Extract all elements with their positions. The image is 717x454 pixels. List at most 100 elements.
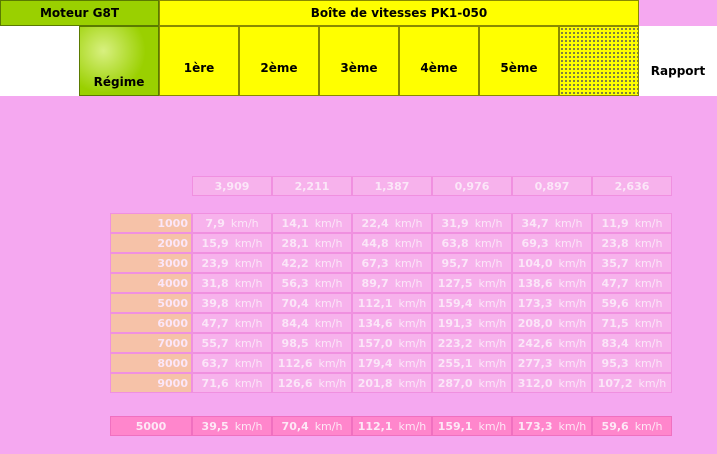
- speed-value: 28,1: [281, 236, 309, 250]
- speed-cell: 95,7 km/h: [432, 253, 512, 273]
- speed-cell: 126,6 km/h: [272, 373, 352, 393]
- speed-unit: km/h: [314, 236, 343, 250]
- speed-value: 112,1: [357, 296, 393, 310]
- speed-cell: 255,1 km/h: [432, 353, 512, 373]
- speed-unit: km/h: [234, 316, 263, 330]
- speed-cell: 159,4 km/h: [432, 293, 512, 313]
- speed-value: 126,6: [277, 376, 313, 390]
- rpm-label: 3000: [110, 253, 192, 273]
- speed-unit: km/h: [314, 216, 343, 230]
- speed-unit: km/h: [558, 376, 587, 390]
- speed-value: 55,7: [201, 336, 229, 350]
- speed-cell: 127,5 km/h: [432, 273, 512, 293]
- speed-cell: 59,6 km/h: [592, 416, 672, 436]
- speed-value: 59,6: [601, 296, 629, 310]
- speed-value: 201,8: [357, 376, 393, 390]
- ratio-cell: 2,636: [592, 176, 672, 196]
- speed-value: 70,4: [281, 296, 309, 310]
- speed-unit: km/h: [478, 336, 507, 350]
- speed-cell: 39,5 km/h: [192, 416, 272, 436]
- speed-unit: km/h: [314, 296, 343, 310]
- ratio-cell: 3,909: [192, 176, 272, 196]
- speed-cell: 14,1 km/h: [272, 213, 352, 233]
- speed-unit: km/h: [478, 316, 507, 330]
- speed-unit: km/h: [314, 419, 343, 433]
- speed-value: 173,3: [517, 419, 553, 433]
- speed-cell: 15,9 km/h: [192, 233, 272, 253]
- speed-value: 69,3: [521, 236, 549, 250]
- speed-cell: 312,0 km/h: [512, 373, 592, 393]
- ratio-cell: 1,387: [352, 176, 432, 196]
- speed-cell: 63,7 km/h: [192, 353, 272, 373]
- speed-cell: 28,1 km/h: [272, 233, 352, 253]
- speed-cell: 70,4 km/h: [272, 293, 352, 313]
- gear-header: 4ème: [399, 26, 479, 96]
- speed-value: 134,6: [357, 316, 393, 330]
- speed-unit: km/h: [634, 316, 663, 330]
- speed-value: 107,2: [597, 376, 633, 390]
- speed-value: 179,4: [357, 356, 393, 370]
- rpm-label: 8000: [110, 353, 192, 373]
- speed-value: 255,1: [437, 356, 473, 370]
- speed-value: 59,6: [601, 419, 629, 433]
- gear-header: 1ère: [159, 26, 239, 96]
- speed-value: 39,8: [201, 296, 229, 310]
- speed-unit: km/h: [474, 236, 503, 250]
- speed-value: 34,7: [521, 216, 549, 230]
- speed-cell: 11,9 km/h: [592, 213, 672, 233]
- speed-unit: km/h: [314, 316, 343, 330]
- speed-unit: km/h: [398, 316, 427, 330]
- speed-cell: 55,7 km/h: [192, 333, 272, 353]
- speed-cell: 112,1 km/h: [352, 293, 432, 313]
- speed-unit: km/h: [394, 216, 423, 230]
- ratio-cell: 0,976: [432, 176, 512, 196]
- speed-cell: 159,1 km/h: [432, 416, 512, 436]
- speed-cell: 67,3 km/h: [352, 253, 432, 273]
- speed-cell: 104,0 km/h: [512, 253, 592, 273]
- speed-value: 56,3: [281, 276, 309, 290]
- speed-value: 89,7: [361, 276, 389, 290]
- speed-cell: 84,4 km/h: [272, 313, 352, 333]
- speed-unit: km/h: [634, 356, 663, 370]
- speed-unit: km/h: [398, 336, 427, 350]
- speed-cell: 208,0 km/h: [512, 313, 592, 333]
- speed-cell: 31,9 km/h: [432, 213, 512, 233]
- speed-cell: 107,2 km/h: [592, 373, 672, 393]
- speed-value: 173,3: [517, 296, 553, 310]
- speed-value: 159,1: [437, 419, 473, 433]
- rpm-label: 4000: [110, 273, 192, 293]
- speed-cell: 138,6 km/h: [512, 273, 592, 293]
- speed-value: 47,7: [601, 276, 629, 290]
- speed-cell: 201,8 km/h: [352, 373, 432, 393]
- speed-value: 277,3: [517, 356, 553, 370]
- speed-value: 191,3: [437, 316, 473, 330]
- rpm-label: 1000: [110, 213, 192, 233]
- speed-unit: km/h: [234, 336, 263, 350]
- speed-cell: 277,3 km/h: [512, 353, 592, 373]
- gear-header: 2ème: [239, 26, 319, 96]
- speed-unit: km/h: [478, 276, 507, 290]
- speed-cell: 134,6 km/h: [352, 313, 432, 333]
- speed-unit: km/h: [394, 276, 423, 290]
- speed-value: 22,4: [361, 216, 389, 230]
- rpm-label: 6000: [110, 313, 192, 333]
- speed-unit: km/h: [558, 276, 587, 290]
- speed-unit: km/h: [314, 256, 343, 270]
- speed-cell: 42,2 km/h: [272, 253, 352, 273]
- speed-unit: km/h: [398, 376, 427, 390]
- speed-cell: 287,0 km/h: [432, 373, 512, 393]
- speed-unit: km/h: [234, 376, 263, 390]
- gear-header: 3ème: [319, 26, 399, 96]
- speed-unit: km/h: [478, 419, 507, 433]
- speed-cell: 63,8 km/h: [432, 233, 512, 253]
- speed-cell: 39,8 km/h: [192, 293, 272, 313]
- speed-unit: km/h: [478, 376, 507, 390]
- speed-value: 7,9: [205, 216, 225, 230]
- speed-unit: km/h: [474, 216, 503, 230]
- speed-cell: 34,7 km/h: [512, 213, 592, 233]
- speed-value: 83,4: [601, 336, 629, 350]
- speed-value: 223,2: [437, 336, 473, 350]
- speed-cell: 223,2 km/h: [432, 333, 512, 353]
- speed-value: 71,6: [201, 376, 229, 390]
- speed-value: 15,9: [201, 236, 229, 250]
